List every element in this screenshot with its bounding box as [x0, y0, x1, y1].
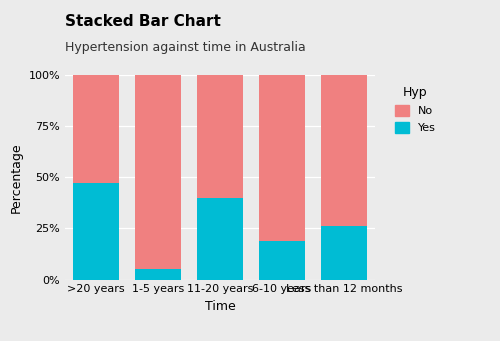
Bar — [135, 75, 181, 269]
Bar — [197, 75, 243, 198]
Bar — [73, 183, 120, 280]
Bar — [321, 226, 367, 280]
Bar — [259, 75, 305, 241]
Text: Stacked Bar Chart: Stacked Bar Chart — [65, 14, 221, 29]
Text: Hypertension against time in Australia: Hypertension against time in Australia — [65, 41, 306, 54]
Bar — [197, 198, 243, 280]
X-axis label: Time: Time — [204, 300, 236, 313]
Bar — [135, 269, 181, 280]
Legend: No, Yes: No, Yes — [390, 80, 441, 139]
Bar — [73, 75, 120, 183]
Y-axis label: Percentage: Percentage — [10, 142, 23, 213]
Bar — [321, 75, 367, 226]
Bar — [259, 241, 305, 280]
